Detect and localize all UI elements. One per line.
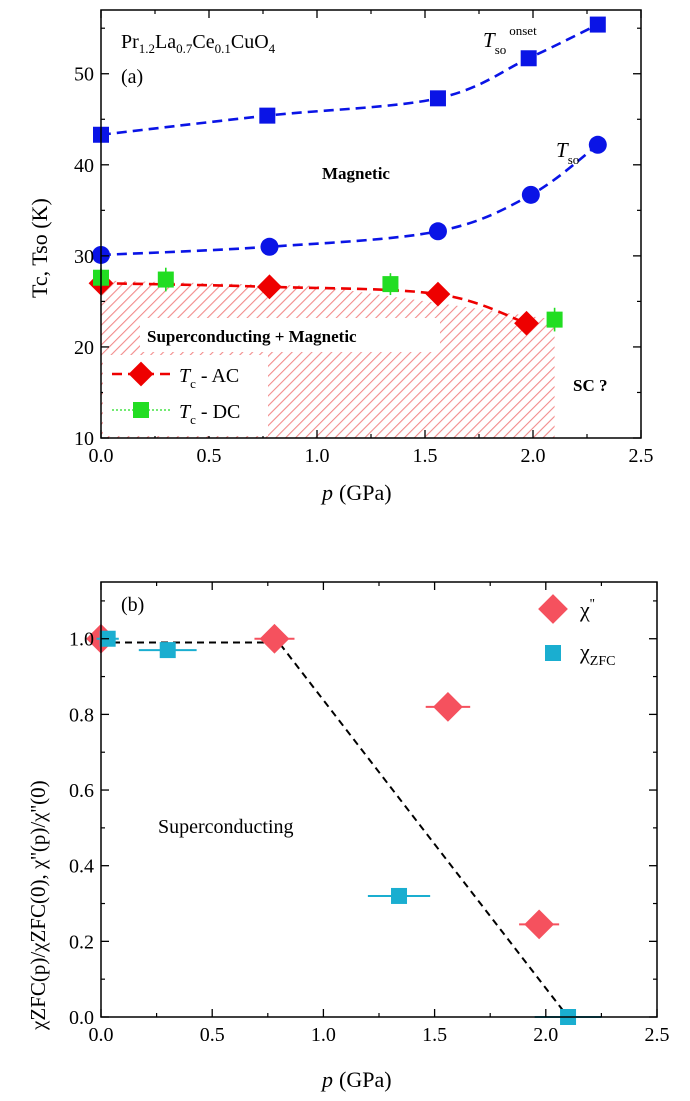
x-tick-label: 2.5 (629, 445, 654, 467)
marker-tso (260, 237, 279, 256)
marker-tso (588, 135, 607, 154)
marker-tso_onset (259, 107, 276, 124)
x-tick-label: 1.5 (422, 1024, 447, 1046)
legend-chi-pp-marker (538, 594, 568, 624)
x-tick-label: 2.0 (533, 1024, 558, 1046)
marker-tso_onset (589, 16, 606, 33)
marker-chi_pp (524, 909, 555, 940)
fit-line-tso_onset (101, 23, 599, 137)
x-axis-label-a: p (GPa) (320, 480, 392, 505)
y-axis-label-a: Tc, Tso (K) (27, 198, 52, 298)
plot-frame-b (100, 581, 658, 1018)
x-axis-label-b: p (GPa) (320, 1067, 392, 1092)
y-tick-label: 30 (74, 246, 94, 268)
y-tick-label: 0.6 (69, 780, 94, 802)
data-points (88, 16, 607, 336)
marker-tso_onset (429, 90, 446, 107)
sc-mag-label-bg (140, 318, 440, 352)
marker-chi_zfc (159, 642, 176, 659)
y-axis-label-b: χZFC(p)/χZFC(0), χ''(p)/χ''(0) (26, 780, 50, 1031)
marker-chi_zfc (391, 887, 408, 904)
marker-tc_ac (425, 281, 451, 307)
sc-magnetic-region-label: Superconducting + Magnetic (147, 327, 357, 346)
legend-chi-pp-label: χ'' (579, 597, 595, 622)
x-tick-label: 1.5 (413, 445, 438, 467)
x-tick-label: 1.0 (311, 1024, 336, 1046)
legend-b: χ'' χZFC (538, 594, 615, 669)
panel-label-b: (b) (121, 594, 144, 616)
y-tick-label: 0.0 (69, 1007, 94, 1029)
axis-ticks-b: 0.0 0.5 1.0 1.5 2.0 2.5 0.0 0.2 0.4 0.6 0.8 1.0 (69, 582, 670, 1046)
magnetic-region-label: Magnetic (322, 164, 390, 183)
x-tick-label: 2.5 (645, 1024, 670, 1046)
legend-chi-zfc-label: χZFC (579, 639, 615, 669)
x-tick-label: 1.0 (305, 445, 330, 467)
tso-label: Tso (556, 138, 579, 167)
legend-chi-zfc-marker (545, 645, 561, 661)
y-tick-label: 50 (74, 64, 94, 86)
y-tick-label: 40 (74, 155, 94, 177)
axis-ticks-a: 0.0 0.5 1.0 1.5 2.0 2.5 10 20 30 40 50 (74, 10, 654, 467)
x-tick-label: 0.0 (89, 1024, 114, 1046)
marker-tc_ac (257, 274, 282, 300)
panel-a: 0.0 0.5 1.0 1.5 2.0 2.5 10 20 30 40 50 Pr1.2La0.7C… (27, 9, 654, 505)
legend-tc-dc-label: Tc - DC (179, 401, 240, 427)
y-tick-label: 10 (74, 428, 94, 450)
legend-tc-dc-marker (133, 402, 149, 418)
fit-line-tso (101, 143, 599, 257)
marker-chi_pp (259, 623, 290, 654)
panel-b: 0.0 0.5 1.0 1.5 2.0 2.5 0.0 0.2 0.4 0.6 0.8 1.0 (b)… (26, 581, 670, 1092)
y-tick-label: 1.0 (69, 629, 94, 651)
y-tick-label: 0.2 (69, 931, 94, 953)
marker-tso_onset (520, 50, 537, 67)
x-tick-label: 2.0 (521, 445, 546, 467)
superconducting-region-label: Superconducting (158, 816, 294, 838)
x-tick-label: 0.5 (197, 445, 222, 467)
marker-tc_ac (514, 310, 539, 336)
marker-tc_dc (157, 271, 174, 288)
marker-tc_dc (546, 311, 563, 328)
compound-label: Pr1.2La0.7Ce0.1CuO4 (121, 31, 276, 56)
y-tick-label: 0.4 (69, 856, 94, 878)
x-tick-label: 0.5 (200, 1024, 225, 1046)
legend-a: Tc - AC Tc - DC (103, 355, 268, 436)
y-tick-label: 0.8 (69, 704, 94, 726)
y-tick-label: 20 (74, 337, 94, 359)
sc-question-label: SC ? (573, 376, 607, 395)
guide-dashed-line (101, 641, 569, 1018)
x-tick-label: 0.0 (89, 445, 114, 467)
marker-tso (521, 185, 540, 204)
marker-chi_pp (433, 691, 463, 722)
panel-label-a: (a) (121, 66, 143, 88)
marker-tc_dc (382, 276, 399, 293)
legend-tc-ac-label: Tc - AC (179, 365, 239, 391)
legend-a-box (103, 355, 268, 436)
marker-tso (428, 222, 447, 241)
legend-tc-ac-marker (128, 361, 154, 387)
tso-onset-label: Tsoonset (483, 23, 537, 57)
guide-line (101, 641, 569, 1018)
